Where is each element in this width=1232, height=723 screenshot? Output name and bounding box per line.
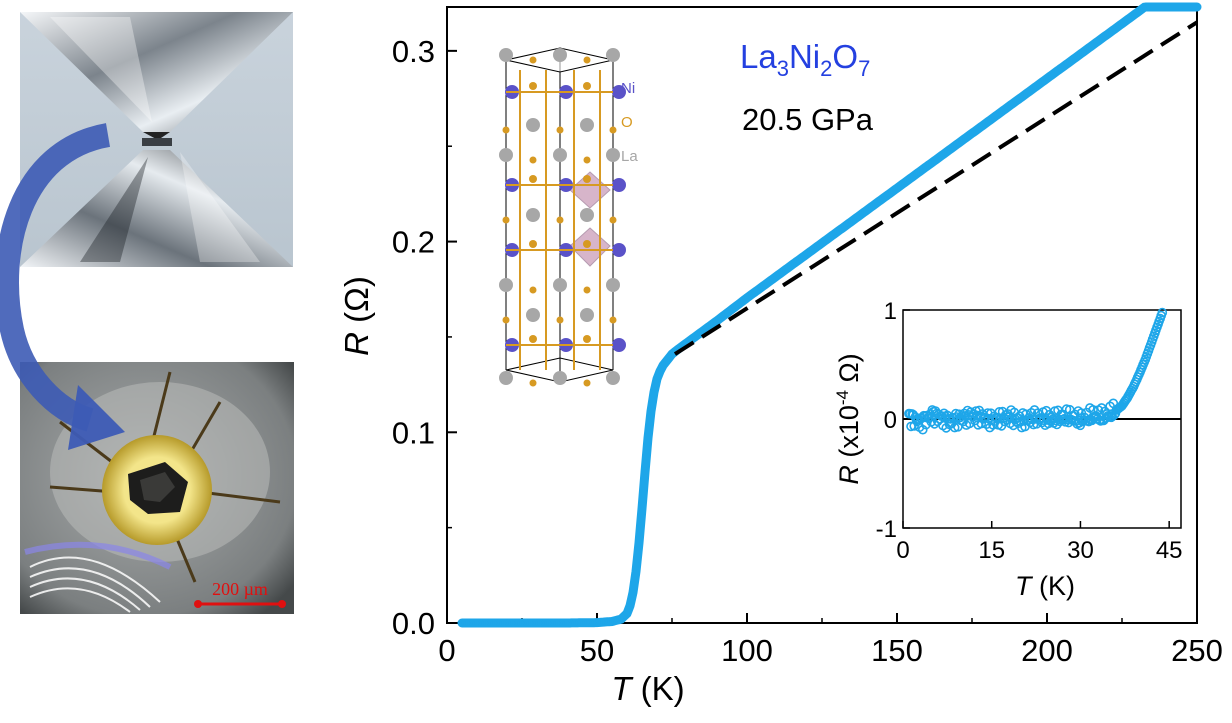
inset-x-axis-label: T (K) bbox=[1015, 571, 1075, 601]
data-point bbox=[649, 396, 657, 404]
data-point bbox=[625, 603, 634, 612]
data-point bbox=[641, 461, 650, 470]
data-point bbox=[645, 423, 653, 431]
inset-x-tick-label: 30 bbox=[1067, 537, 1094, 564]
y-tick-label: 0.3 bbox=[392, 34, 435, 69]
x-tick-label: 250 bbox=[1171, 633, 1223, 668]
inset-y-axis-label: R (x10-4 Ω) bbox=[833, 353, 864, 484]
main-x-axis: 0 50 100 150 200 250 bbox=[438, 613, 1223, 668]
inset-x-tick-label: 45 bbox=[1156, 537, 1183, 564]
data-point bbox=[1138, 5, 1147, 13]
data-point bbox=[640, 483, 648, 491]
main-y-axis: 0.0 0.1 0.2 0.3 bbox=[392, 34, 457, 641]
pressure-annotation: 20.5 GPa bbox=[742, 102, 874, 137]
data-point bbox=[650, 385, 659, 394]
inset-x-axis: 0 15 30 45 bbox=[896, 521, 1183, 564]
data-point bbox=[636, 525, 644, 533]
data-point bbox=[647, 407, 655, 415]
data-point bbox=[643, 441, 652, 449]
data-point bbox=[638, 504, 646, 513]
inset-y-tick-label: 1 bbox=[884, 298, 897, 325]
inset-data-series bbox=[904, 307, 1168, 435]
linear-fit-line bbox=[673, 20, 1199, 356]
main-plot: 0 50 100 150 200 250 0.00.10.20.3 bbox=[392, 2, 1223, 668]
data-point bbox=[632, 562, 641, 570]
crystal-legend: Ni O La bbox=[621, 80, 638, 165]
inset-plot: 0 15 30 45 -101 T (K) R (x10-4 Ω) bbox=[833, 298, 1183, 601]
data-point bbox=[620, 612, 628, 620]
x-axis-label: T (K) bbox=[611, 670, 684, 707]
inset-y-tick-label: -1 bbox=[876, 516, 897, 543]
data-point bbox=[631, 576, 639, 584]
crystal-structure-illustration bbox=[499, 47, 626, 387]
crystal-legend-item: La bbox=[621, 148, 638, 165]
inset-x-tick-label: 0 bbox=[896, 537, 909, 564]
inset-data-point bbox=[957, 411, 967, 421]
scale-bar-label: 200 µm bbox=[212, 579, 268, 599]
x-tick-label: 100 bbox=[721, 633, 773, 668]
y-tick-label: 0.1 bbox=[392, 415, 435, 450]
inset-data-point bbox=[1157, 307, 1168, 318]
x-tick-label: 150 bbox=[871, 633, 923, 668]
inset-data-point bbox=[917, 424, 928, 435]
x-tick-label: 0 bbox=[438, 633, 455, 668]
data-point bbox=[656, 367, 664, 375]
inset-y-tick-label: 0 bbox=[884, 407, 897, 434]
data-point bbox=[629, 588, 637, 597]
inset-x-tick-label: 15 bbox=[978, 537, 1005, 564]
data-point bbox=[623, 608, 632, 616]
y-axis-label: R (Ω) bbox=[338, 276, 375, 356]
y-tick-label: 0.0 bbox=[392, 606, 435, 641]
data-point bbox=[1140, 3, 1148, 12]
inset-y-axis: -1 0 1 bbox=[876, 298, 910, 543]
data-point bbox=[627, 596, 635, 605]
x-tick-label: 50 bbox=[580, 633, 614, 668]
crystal-legend-item: O bbox=[621, 114, 633, 131]
crystal-legend-item: Ni bbox=[621, 80, 635, 97]
x-tick-label: 200 bbox=[1021, 633, 1073, 668]
chart-title: La3Ni2O7 bbox=[740, 38, 870, 81]
data-point bbox=[634, 544, 643, 553]
y-tick-label: 0.2 bbox=[392, 225, 435, 260]
data-point bbox=[654, 372, 662, 380]
